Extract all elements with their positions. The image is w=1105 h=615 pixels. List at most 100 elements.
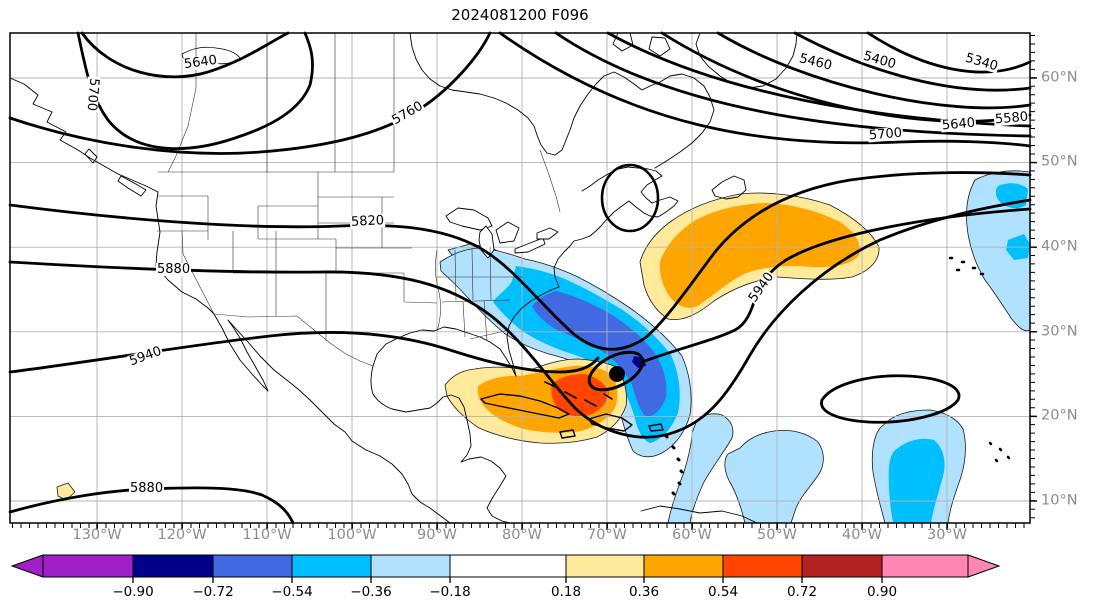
contour-5640-right — [554, 31, 1032, 138]
lon-label: 80°W — [501, 527, 543, 543]
contour-label: 5580 — [993, 109, 1030, 128]
state-borders — [157, 172, 523, 342]
colorbar-tick-label: −0.54 — [271, 584, 313, 600]
colorbar-cell — [565, 554, 645, 578]
contour-cutoff-low-northeast — [600, 163, 660, 233]
contour-5640-dip — [80, 31, 290, 79]
colorbar-tick-label: −0.36 — [350, 584, 392, 600]
lon-label: 30°W — [926, 527, 968, 543]
colorbar-tick-label: −0.90 — [112, 584, 154, 600]
colorbar — [10, 554, 1001, 583]
lon-label: 130°W — [72, 527, 122, 543]
lat-label: 30°N — [1041, 323, 1078, 340]
contour-5460 — [716, 31, 1032, 110]
colorbar-tick-label: −0.18 — [429, 584, 471, 600]
coastline-mexico-south — [370, 365, 511, 524]
lon-label: 50°W — [756, 527, 798, 543]
islands-bahamas — [544, 381, 613, 407]
island-haida-gwaii — [84, 148, 98, 164]
contour-label: 5700 — [867, 125, 904, 144]
contour-label: 5640 — [940, 115, 977, 134]
colorbar-cell — [370, 554, 451, 578]
contour-label: 5880 — [156, 262, 192, 277]
shaded-region — [659, 203, 860, 308]
colorbar-tick-label: 0.18 — [550, 584, 582, 600]
contour-label: 5820 — [349, 213, 386, 230]
colorbar-tick-label: −0.72 — [192, 584, 234, 600]
page-title: 2024081200 F096 — [451, 6, 589, 24]
contour-5580 — [606, 31, 1032, 128]
island-cuba — [480, 393, 570, 419]
colorbar-tick-label: 0.72 — [786, 584, 818, 600]
shaded-region — [888, 438, 945, 523]
shaded-region — [532, 291, 667, 417]
lat-label: 50°N — [1041, 153, 1078, 170]
lon-label: 40°W — [841, 527, 883, 543]
colorbar-cell — [449, 554, 567, 578]
contour-5820 — [8, 171, 1032, 351]
colorbar-tick-label: 0.36 — [628, 584, 660, 600]
contour-label: 5880 — [129, 481, 165, 496]
lat-label: 10°N — [1041, 492, 1078, 509]
islands-azores — [948, 256, 985, 276]
colorbar-cell — [801, 554, 883, 578]
lon-label: 100°W — [327, 527, 377, 543]
major-ticks-bottom — [96, 523, 948, 530]
lake-huron — [495, 221, 520, 244]
coastline-quebec-hudson — [409, 32, 715, 169]
contour-5760 — [8, 31, 492, 155]
arctic-islands — [612, 32, 671, 57]
lon-label: 90°W — [416, 527, 458, 543]
lat-label: 20°N — [1041, 407, 1078, 424]
island-newfoundland — [711, 175, 747, 200]
contour-5700-right — [498, 31, 1032, 148]
colorbar-cell — [42, 554, 134, 578]
colorbar-arrow-right — [967, 554, 1001, 578]
island-vancouver — [117, 175, 147, 197]
shaded-region — [724, 430, 824, 524]
colorbar-cell — [212, 554, 293, 578]
contour-5880 — [8, 198, 1032, 439]
colorbar-cell — [291, 554, 372, 578]
lake-ontario — [536, 227, 559, 240]
shaded-region — [667, 413, 734, 524]
lat-label: 40°N — [1041, 238, 1078, 255]
axes-frame — [9, 32, 1037, 530]
contour-5400 — [793, 31, 1032, 92]
political-borders — [157, 33, 561, 367]
island-puerto-rico — [648, 423, 664, 432]
colorbar-arrow-left — [10, 554, 44, 578]
contour-label: 5700 — [83, 76, 102, 113]
contour-5340 — [866, 31, 1032, 74]
colorbar-tick-label: 0.54 — [707, 584, 739, 600]
lon-label: 120°W — [157, 527, 207, 543]
colorbar-ticks — [132, 577, 883, 583]
contour-5880-bottom — [8, 486, 295, 525]
contour-closed-high — [820, 374, 961, 424]
coastline-west — [9, 77, 451, 524]
colorbar-cell — [881, 554, 969, 578]
contour-storm-ellipse — [587, 350, 645, 392]
border-us-mexico — [213, 313, 374, 367]
coastline-gulf-atlantic — [372, 200, 630, 377]
shaded-region — [56, 482, 76, 501]
colorbar-cell — [722, 554, 803, 578]
geography — [9, 32, 1011, 524]
island-hispaniola — [588, 413, 633, 432]
storm-marker — [609, 366, 625, 382]
province-borders — [167, 33, 561, 213]
colorbar-tick-label: 0.90 — [866, 584, 898, 600]
coastline-venezuela — [640, 505, 758, 524]
coastline-maritimes — [581, 166, 679, 218]
colorbar-cell — [132, 554, 214, 578]
islands-cape-verde — [988, 441, 1011, 463]
lon-label: 60°W — [671, 527, 713, 543]
colorbar-cell — [643, 554, 724, 578]
lat-label: 60°N — [1041, 69, 1078, 86]
lon-label: 110°W — [242, 527, 292, 543]
islands-lesser-antilles — [664, 434, 684, 496]
lake-superior — [445, 207, 493, 231]
height-contours — [8, 31, 1032, 525]
